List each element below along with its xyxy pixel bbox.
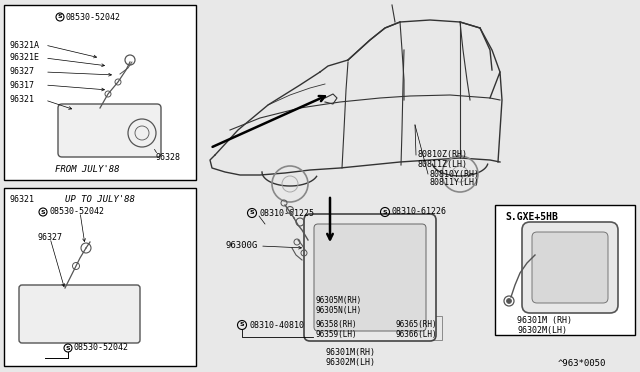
Text: 08530-52042: 08530-52042: [74, 343, 129, 353]
Text: 96301M (RH): 96301M (RH): [517, 317, 572, 326]
Text: 96302M(LH): 96302M(LH): [325, 359, 375, 368]
Text: S: S: [383, 209, 387, 215]
Text: 96321: 96321: [9, 96, 34, 105]
Text: 80811Z(LH): 80811Z(LH): [418, 160, 468, 169]
Text: UP TO JULY'88: UP TO JULY'88: [65, 196, 135, 205]
FancyBboxPatch shape: [58, 104, 161, 157]
Bar: [312, 316, 392, 340]
Text: 96300G: 96300G: [226, 241, 258, 250]
Text: 96305N(LH): 96305N(LH): [315, 305, 361, 314]
Text: FROM JULY'88: FROM JULY'88: [55, 166, 120, 174]
Bar: [495, 205, 635, 335]
Text: 80810Z(RH): 80810Z(RH): [418, 151, 468, 160]
Circle shape: [506, 298, 511, 304]
Text: S: S: [250, 211, 254, 215]
Text: S: S: [58, 15, 62, 19]
Text: 96321A: 96321A: [9, 41, 39, 49]
Bar: [312, 292, 392, 316]
Text: 96359(LH): 96359(LH): [315, 330, 356, 339]
Text: S.GXE+5HB: S.GXE+5HB: [505, 212, 558, 222]
Text: 96321E: 96321E: [9, 54, 39, 62]
Text: 96302M(LH): 96302M(LH): [517, 327, 567, 336]
Text: 80811Y(LH): 80811Y(LH): [430, 179, 480, 187]
FancyBboxPatch shape: [304, 214, 436, 341]
FancyBboxPatch shape: [19, 285, 140, 343]
Text: 96358(RH): 96358(RH): [315, 320, 356, 328]
Text: 08310-61225: 08310-61225: [259, 208, 314, 218]
Bar: [4, 5, 196, 180]
Text: 96327: 96327: [38, 234, 63, 243]
Text: S: S: [240, 323, 244, 327]
FancyBboxPatch shape: [314, 224, 426, 331]
Text: 96365(RH): 96365(RH): [395, 320, 436, 328]
Text: 96328: 96328: [155, 153, 180, 161]
Text: S: S: [66, 346, 70, 350]
Text: 96305M(RH): 96305M(RH): [315, 295, 361, 305]
Bar: [392, 316, 442, 340]
Text: ^963*0050: ^963*0050: [558, 359, 606, 368]
Text: 08530-52042: 08530-52042: [49, 208, 104, 217]
Text: 96321: 96321: [9, 196, 34, 205]
Text: 96366(LH): 96366(LH): [395, 330, 436, 339]
FancyBboxPatch shape: [532, 232, 608, 303]
Text: 08310-40810: 08310-40810: [249, 321, 304, 330]
Text: S: S: [41, 209, 45, 215]
Text: 96301M(RH): 96301M(RH): [325, 347, 375, 356]
Text: 80810Y(RH): 80810Y(RH): [430, 170, 480, 179]
Text: 08310-61226: 08310-61226: [392, 208, 447, 217]
Text: 96317: 96317: [9, 80, 34, 90]
Bar: [4, 188, 196, 366]
Text: 08530-52042: 08530-52042: [66, 13, 121, 22]
Text: 96327: 96327: [9, 67, 34, 77]
FancyBboxPatch shape: [522, 222, 618, 313]
